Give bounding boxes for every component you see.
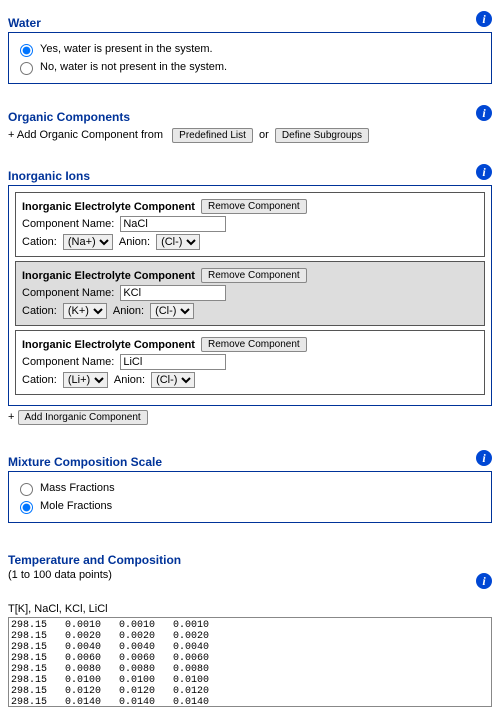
anion-label: Anion:	[119, 236, 150, 248]
ions-title: Inorganic Ions	[8, 169, 90, 183]
info-icon[interactable]: i	[476, 573, 492, 589]
info-icon[interactable]: i	[476, 11, 492, 27]
anion-select[interactable]: (Cl-)	[156, 234, 200, 250]
cation-select[interactable]: (K+)	[63, 303, 107, 319]
component-name-label: Component Name:	[22, 218, 114, 230]
component-name-input[interactable]	[120, 216, 226, 232]
water-no-radio[interactable]	[20, 62, 33, 75]
water-yes-radio[interactable]	[20, 44, 33, 57]
component-name-input[interactable]	[120, 285, 226, 301]
mole-fractions-label: Mole Fractions	[40, 500, 112, 512]
water-no-label: No, water is not present in the system.	[40, 61, 227, 73]
ion-component-header: Inorganic Electrolyte Component	[22, 201, 195, 213]
water-yes-label: Yes, water is present in the system.	[40, 43, 213, 55]
mass-fractions-radio[interactable]	[20, 483, 33, 496]
ion-component-header: Inorganic Electrolyte Component	[22, 270, 195, 282]
mole-fractions-radio[interactable]	[20, 501, 33, 514]
anion-select[interactable]: (Cl-)	[151, 372, 195, 388]
cation-label: Cation:	[22, 236, 57, 248]
cation-select[interactable]: (Na+)	[63, 234, 113, 250]
scale-panel: Mass Fractions Mole Fractions	[8, 471, 492, 523]
organic-add-prefix: + Add Organic Component from	[8, 129, 163, 141]
define-subgroups-button[interactable]: Define Subgroups	[275, 128, 369, 143]
anion-label: Anion:	[114, 374, 145, 386]
organic-title: Organic Components	[8, 110, 130, 124]
remove-component-button[interactable]: Remove Component	[201, 337, 307, 352]
organic-add-row: + Add Organic Component from Predefined …	[8, 128, 492, 143]
or-text: or	[259, 129, 269, 141]
info-icon[interactable]: i	[476, 164, 492, 180]
tempcomp-title: Temperature and Composition	[8, 553, 181, 567]
cation-select[interactable]: (Li+)	[63, 372, 108, 388]
cation-label: Cation:	[22, 374, 57, 386]
water-title: Water	[8, 16, 41, 30]
tempcomp-data-textarea[interactable]	[8, 617, 492, 707]
ion-component-header: Inorganic Electrolyte Component	[22, 339, 195, 351]
tempcomp-columns: T[K], NaCl, KCl, LiCl	[8, 603, 492, 615]
scale-title: Mixture Composition Scale	[8, 455, 162, 469]
ion-component: Inorganic Electrolyte Component Remove Co…	[15, 192, 485, 257]
remove-component-button[interactable]: Remove Component	[201, 268, 307, 283]
component-name-input[interactable]	[120, 354, 226, 370]
anion-label: Anion:	[113, 305, 144, 317]
anion-select[interactable]: (Cl-)	[150, 303, 194, 319]
component-name-label: Component Name:	[22, 356, 114, 368]
info-icon[interactable]: i	[476, 105, 492, 121]
cation-label: Cation:	[22, 305, 57, 317]
predefined-list-button[interactable]: Predefined List	[172, 128, 253, 143]
remove-component-button[interactable]: Remove Component	[201, 199, 307, 214]
info-icon[interactable]: i	[476, 450, 492, 466]
add-ion-row: + Add Inorganic Component	[8, 410, 492, 425]
ion-component: Inorganic Electrolyte Component Remove Co…	[15, 261, 485, 326]
plus-sign: +	[8, 411, 14, 423]
ions-panel: Inorganic Electrolyte Component Remove Co…	[8, 185, 492, 406]
component-name-label: Component Name:	[22, 287, 114, 299]
mass-fractions-label: Mass Fractions	[40, 482, 115, 494]
tempcomp-note: (1 to 100 data points)	[8, 569, 112, 581]
ion-component: Inorganic Electrolyte Component Remove Co…	[15, 330, 485, 395]
water-panel: Yes, water is present in the system. No,…	[8, 32, 492, 84]
add-inorganic-button[interactable]: Add Inorganic Component	[18, 410, 148, 425]
